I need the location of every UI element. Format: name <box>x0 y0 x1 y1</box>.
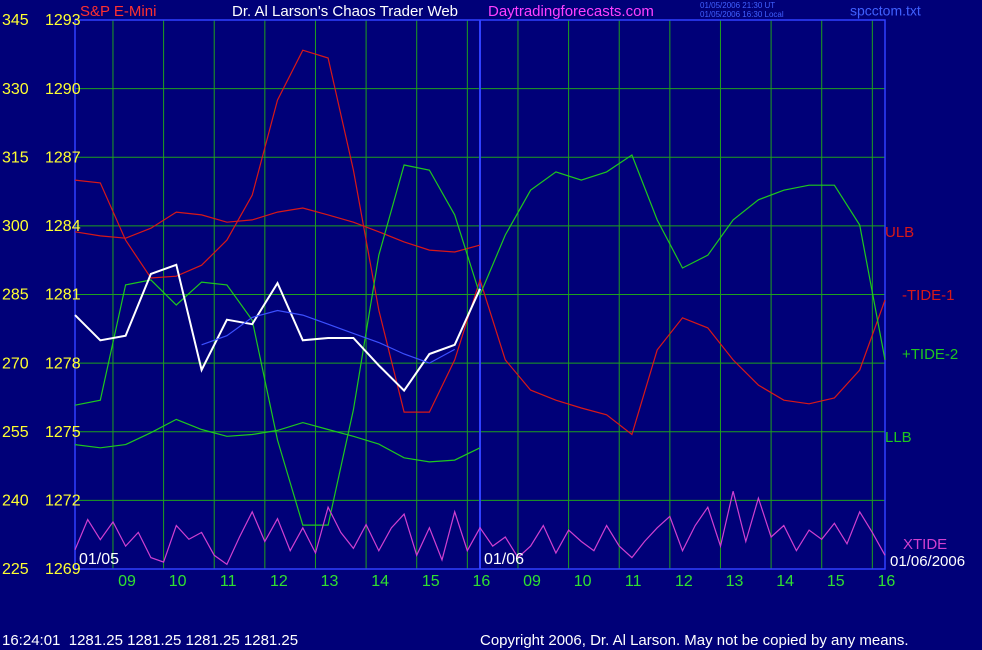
x-tick-label: 11 <box>220 573 237 590</box>
chart-title: Dr. Al Larson's Chaos Trader Web <box>232 3 458 20</box>
x-tick-label: 16 <box>472 573 490 590</box>
file-name: spcctom.txt <box>850 3 921 19</box>
y2-tick-label: 1293 <box>45 12 81 29</box>
y2-tick-label: 1269 <box>45 561 81 578</box>
plot <box>74 49 886 566</box>
y2-tick-label: 1287 <box>45 149 81 166</box>
y-tick-label: 270 <box>2 355 29 372</box>
y-tick-label: 240 <box>2 493 29 510</box>
grid <box>74 19 886 570</box>
date-label: 01/06 <box>484 551 524 568</box>
series-line <box>74 491 886 566</box>
y2-tick-label: 1284 <box>45 218 81 235</box>
x-tick-label: 16 <box>877 573 895 590</box>
status-line: 16:24:01 1281.25 1281.25 1281.25 1281.25 <box>2 632 298 649</box>
x-tick-label: 14 <box>371 573 389 590</box>
series-line <box>74 154 886 526</box>
y-tick-label: 285 <box>2 287 29 304</box>
series-line <box>201 309 455 364</box>
x-tick-label: 09 <box>118 573 136 590</box>
series-label: ULB <box>885 224 914 241</box>
x-tick-label: 13 <box>321 573 339 590</box>
series-label: -TIDE-1 <box>902 287 955 304</box>
y2-tick-label: 1275 <box>45 424 81 441</box>
y2-tick-label: 1272 <box>45 493 81 510</box>
x-tick-label: 10 <box>169 573 187 590</box>
y-tick-label: 255 <box>2 424 29 441</box>
x-tick-label: 15 <box>827 573 845 590</box>
series-line <box>74 207 481 253</box>
x-tick-label: 11 <box>625 573 642 590</box>
y2-tick-label: 1278 <box>45 355 81 372</box>
y-tick-label: 330 <box>2 81 29 98</box>
y2-tick-label: 1290 <box>45 81 81 98</box>
x-tick-label: 10 <box>574 573 592 590</box>
date-label: 01/05 <box>79 551 119 568</box>
y2-tick-label: 1281 <box>45 287 81 304</box>
y-tick-label: 300 <box>2 218 29 235</box>
end-date: 01/06/2006 <box>890 553 965 570</box>
x-tick-label: 15 <box>422 573 440 590</box>
series-line <box>74 49 886 436</box>
website: Daytradingforecasts.com <box>488 3 654 20</box>
y-tick-label: 345 <box>2 12 29 29</box>
x-tick-label: 09 <box>523 573 541 590</box>
series-label: XTIDE <box>903 536 947 553</box>
x-tick-label: 14 <box>776 573 794 590</box>
timestamp: 01/05/2006 21:30 UT <box>700 1 775 10</box>
series-label: LLB <box>885 429 912 446</box>
instrument: S&P E-Mini <box>80 3 156 20</box>
series-line <box>74 418 481 463</box>
y-tick-label: 225 <box>2 561 29 578</box>
timestamp: 01/05/2006 16:30 Local <box>700 10 784 19</box>
series-line <box>74 263 481 393</box>
x-tick-label: 13 <box>726 573 744 590</box>
y-tick-label: 315 <box>2 149 29 166</box>
copyright: Copyright 2006, Dr. Al Larson. May not b… <box>480 632 909 649</box>
series-label: +TIDE-2 <box>902 346 958 363</box>
x-tick-label: 12 <box>675 573 693 590</box>
x-tick-label: 12 <box>270 573 288 590</box>
